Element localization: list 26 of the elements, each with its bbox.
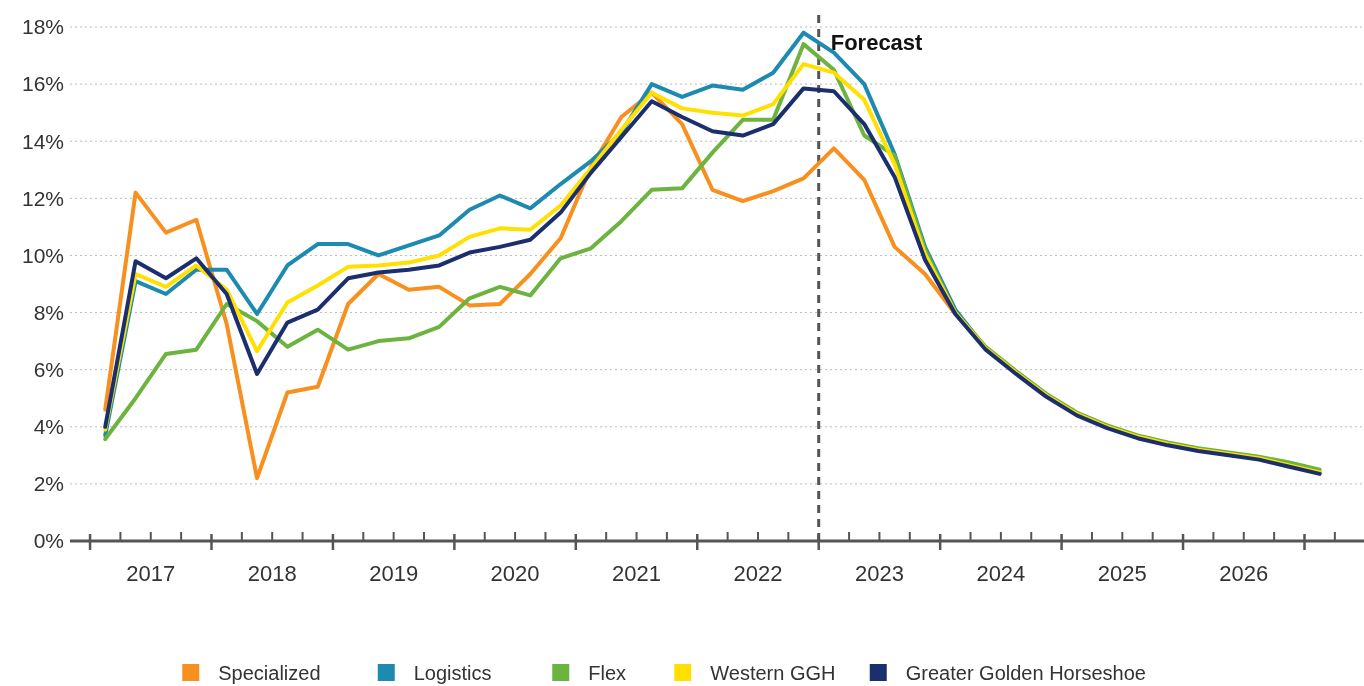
y-tick-label: 16% <box>21 72 64 96</box>
x-tick-label: 2022 <box>733 561 783 586</box>
y-tick-label: 12% <box>21 186 64 210</box>
y-tick-label: 4% <box>33 415 64 439</box>
x-tick-label: 2023 <box>854 561 904 586</box>
y-tick-label: 14% <box>21 129 64 153</box>
legend-label: Flex <box>588 662 627 684</box>
y-tick-label: 10% <box>21 243 64 267</box>
legend-label: Specialized <box>218 662 321 684</box>
y-tick-label: 18% <box>21 15 64 39</box>
legend-label: Greater Golden Horseshoe <box>905 662 1146 684</box>
x-tick-label: 2026 <box>1219 561 1269 586</box>
y-tick-label: 2% <box>33 472 64 496</box>
x-tick-label: 2024 <box>976 561 1026 586</box>
y-tick-label: 6% <box>33 358 64 382</box>
x-tick-label: 2018 <box>247 561 297 586</box>
x-tick-label: 2019 <box>369 561 419 586</box>
x-tick-label: 2017 <box>126 561 176 586</box>
legend-label: Western GGH <box>710 662 836 684</box>
y-tick-label: 8% <box>33 300 64 324</box>
legend-label: Logistics <box>413 662 492 684</box>
x-tick-label: 2021 <box>612 561 662 586</box>
ref-line-label: Forecast <box>830 30 924 55</box>
y-tick-label: 0% <box>33 529 64 553</box>
x-tick-label: 2025 <box>1097 561 1147 586</box>
x-tick-label: 2020 <box>490 561 540 586</box>
